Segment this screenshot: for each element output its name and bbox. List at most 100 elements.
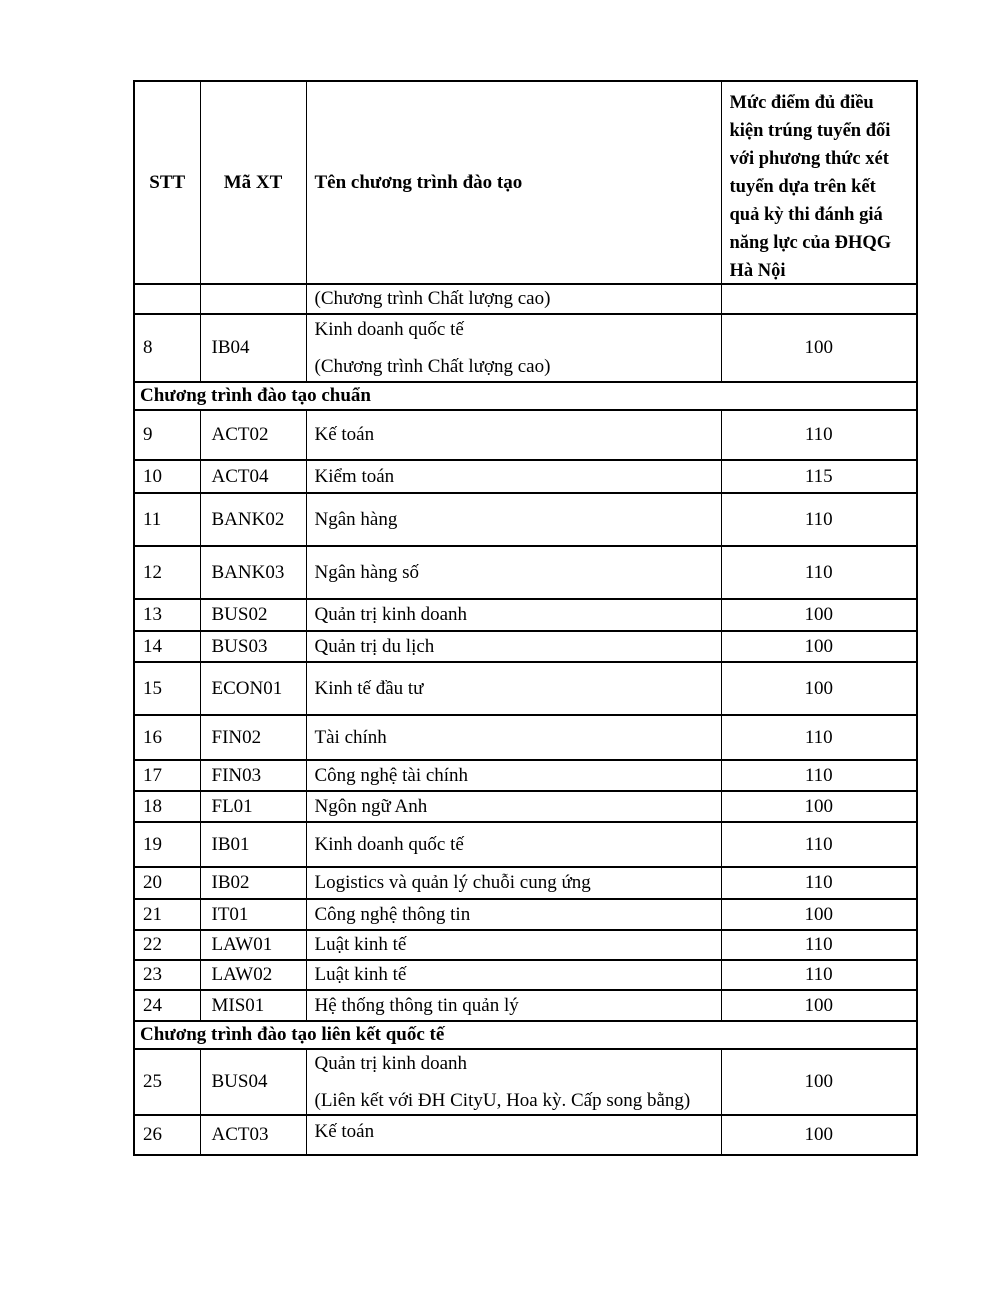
table-row: 16 FIN02 Tài chính 110 bbox=[133, 714, 918, 761]
program-cell: Kế toán bbox=[305, 1114, 722, 1156]
stt-cell: 21 bbox=[133, 898, 201, 931]
carryover-row: (Chương trình Chất lượng cao) bbox=[133, 283, 918, 315]
header-stt: STT bbox=[133, 80, 201, 285]
code-cell: FIN03 bbox=[199, 759, 307, 792]
program-cell: Kinh tế đầu tư bbox=[305, 661, 722, 716]
table-row: 15 ECON01 Kinh tế đầu tư 100 bbox=[133, 661, 918, 716]
program-note: (Chương trình Chất lượng cao) bbox=[314, 355, 551, 377]
table-row: 14 BUS03 Quản trị du lịch 100 bbox=[133, 630, 918, 663]
program-cell: Kiểm toán bbox=[305, 459, 722, 494]
score-cell: 110 bbox=[720, 409, 918, 461]
stt-cell: 9 bbox=[133, 409, 201, 461]
program-cell: Hệ thống thông tin quản lý bbox=[305, 989, 722, 1022]
score-cell: 100 bbox=[720, 1114, 918, 1156]
score-cell: 110 bbox=[720, 866, 918, 900]
table-row: 22 LAW01 Luật kinh tế 110 bbox=[133, 929, 918, 961]
score-cell: 100 bbox=[720, 989, 918, 1022]
table-row: 8 IB04 Kinh doanh quốc tế (Chương trình … bbox=[133, 313, 918, 383]
score-cell: 100 bbox=[720, 898, 918, 931]
table-row: 23 LAW02 Luật kinh tế 110 bbox=[133, 959, 918, 991]
code-cell: ACT03 bbox=[199, 1114, 307, 1156]
program-cell: Kinh doanh quốc tế (Chương trình Chất lư… bbox=[305, 313, 722, 383]
stt-cell: 24 bbox=[133, 989, 201, 1022]
stt-cell: 26 bbox=[133, 1114, 201, 1156]
program-name: Quản trị kinh doanh bbox=[314, 1053, 468, 1075]
stt-cell: 14 bbox=[133, 630, 201, 663]
code-cell: IB02 bbox=[199, 866, 307, 900]
score-cell: 100 bbox=[720, 313, 918, 383]
table-row: 11 BANK02 Ngân hàng 110 bbox=[133, 492, 918, 547]
stt-cell: 8 bbox=[133, 313, 201, 383]
table-row: 18 FL01 Ngôn ngữ Anh 100 bbox=[133, 790, 918, 823]
stt-cell: 18 bbox=[133, 790, 201, 823]
score-cell: 110 bbox=[720, 821, 918, 868]
code-cell: BUS04 bbox=[199, 1048, 307, 1116]
code-cell: ECON01 bbox=[199, 661, 307, 716]
table-row: 17 FIN03 Công nghệ tài chính 110 bbox=[133, 759, 918, 792]
program-cell: Công nghệ tài chính bbox=[305, 759, 722, 792]
score-cell: 110 bbox=[720, 959, 918, 991]
stt-cell: 17 bbox=[133, 759, 201, 792]
score-cell: 110 bbox=[720, 492, 918, 547]
program-cell: Quản trị kinh doanh bbox=[305, 598, 722, 632]
code-cell: BANK03 bbox=[199, 545, 307, 600]
score-cell: 100 bbox=[720, 790, 918, 823]
code-cell: IB04 bbox=[199, 313, 307, 383]
code-cell: IT01 bbox=[199, 898, 307, 931]
stt-cell: 19 bbox=[133, 821, 201, 868]
program-cell: Kế toán bbox=[305, 409, 722, 461]
program-cell: Công nghệ thông tin bbox=[305, 898, 722, 931]
program-cell: Luật kinh tế bbox=[305, 959, 722, 991]
code-cell: FIN02 bbox=[199, 714, 307, 761]
score-cell: 110 bbox=[720, 545, 918, 600]
table-row: 24 MIS01 Hệ thống thông tin quản lý 100 bbox=[133, 989, 918, 1022]
code-cell: BUS03 bbox=[199, 630, 307, 663]
score-cell: 110 bbox=[720, 759, 918, 792]
stt-cell: 23 bbox=[133, 959, 201, 991]
score-cell bbox=[720, 283, 918, 315]
header-score-text: Mức điểm đủ điều kiện trúng tuyển đối vớ… bbox=[729, 93, 892, 281]
code-cell: LAW02 bbox=[199, 959, 307, 991]
table-row: 13 BUS02 Quản trị kinh doanh 100 bbox=[133, 598, 918, 632]
program-cell: Tài chính bbox=[305, 714, 722, 761]
code-cell: LAW01 bbox=[199, 929, 307, 961]
code-cell: IB01 bbox=[199, 821, 307, 868]
table-row: 10 ACT04 Kiểm toán 115 bbox=[133, 459, 918, 494]
stt-cell: 12 bbox=[133, 545, 201, 600]
stt-cell: 16 bbox=[133, 714, 201, 761]
table-row: 12 BANK03 Ngân hàng số 110 bbox=[133, 545, 918, 600]
score-cell: 115 bbox=[720, 459, 918, 494]
program-cell: Quản trị du lịch bbox=[305, 630, 722, 663]
code-cell: FL01 bbox=[199, 790, 307, 823]
program-cell: Ngân hàng số bbox=[305, 545, 722, 600]
table-row: 9 ACT02 Kế toán 110 bbox=[133, 409, 918, 461]
header-code: Mã XT bbox=[199, 80, 307, 285]
table-row: 26 ACT03 Kế toán 100 bbox=[133, 1114, 918, 1156]
stt-cell: 20 bbox=[133, 866, 201, 900]
code-cell: ACT04 bbox=[199, 459, 307, 494]
score-cell: 100 bbox=[720, 630, 918, 663]
stt-cell: 13 bbox=[133, 598, 201, 632]
table-row: 19 IB01 Kinh doanh quốc tế 110 bbox=[133, 821, 918, 868]
program-name: Kinh doanh quốc tế bbox=[314, 319, 464, 341]
program-cell: Ngôn ngữ Anh bbox=[305, 790, 722, 823]
program-cell: Luật kinh tế bbox=[305, 929, 722, 961]
program-cell: Quản trị kinh doanh (Liên kết với ĐH Cit… bbox=[305, 1048, 722, 1116]
program-cell: Kinh doanh quốc tế bbox=[305, 821, 722, 868]
stt-cell: 11 bbox=[133, 492, 201, 547]
section-header-row: Chương trình đào tạo chuẩn bbox=[133, 381, 918, 411]
header-score: Mức điểm đủ điều kiện trúng tuyển đối vớ… bbox=[720, 80, 918, 285]
score-cell: 100 bbox=[720, 661, 918, 716]
code-cell: ACT02 bbox=[199, 409, 307, 461]
stt-cell: 22 bbox=[133, 929, 201, 961]
section-header-row: Chương trình đào tạo liên kết quốc tế bbox=[133, 1020, 918, 1050]
code-cell: BUS02 bbox=[199, 598, 307, 632]
score-cell: 110 bbox=[720, 929, 918, 961]
table-row: 25 BUS04 Quản trị kinh doanh (Liên kết v… bbox=[133, 1048, 918, 1116]
score-cell: 100 bbox=[720, 1048, 918, 1116]
stt-cell: 10 bbox=[133, 459, 201, 494]
program-cell: (Chương trình Chất lượng cao) bbox=[305, 283, 722, 315]
table-header-row: STT Mã XT Tên chương trình đào tạo Mức đ… bbox=[133, 80, 918, 285]
stt-cell: 15 bbox=[133, 661, 201, 716]
